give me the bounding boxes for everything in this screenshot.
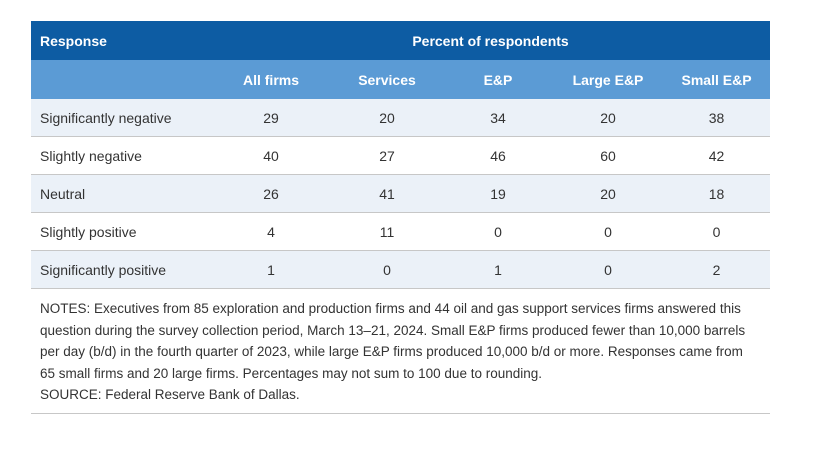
table-cell: 26 — [211, 174, 331, 213]
table-cell: 0 — [553, 212, 663, 251]
table-cell: 19 — [443, 174, 553, 213]
table-cell: 0 — [443, 212, 553, 251]
table-row: Significantly negative 29 20 34 20 38 — [31, 99, 771, 137]
table-cell: 42 — [663, 136, 771, 175]
table-cell: 60 — [553, 136, 663, 175]
table-cell: 11 — [331, 212, 443, 251]
table-cell: 20 — [553, 174, 663, 213]
column-header-all-firms: All firms — [211, 60, 331, 99]
table-cell: 20 — [331, 99, 443, 137]
column-header-services: Services — [331, 60, 443, 99]
column-header-large-ep: Large E&P — [553, 60, 663, 99]
table-cell: 1 — [211, 250, 331, 289]
table-row: Slightly negative 40 27 46 60 42 — [31, 136, 771, 175]
table-cell: 38 — [663, 99, 771, 137]
table-cell: 20 — [553, 99, 663, 137]
survey-table: Response Percent of respondents All firm… — [31, 21, 771, 289]
table-cell: 27 — [331, 136, 443, 175]
response-header: Response — [31, 21, 211, 60]
row-label: Significantly negative — [31, 99, 211, 137]
row-label: Neutral — [31, 174, 211, 213]
row-label: Significantly positive — [31, 250, 211, 289]
table-cell: 2 — [663, 250, 771, 289]
header-row-columns: All firms Services E&P Large E&P Small E… — [31, 60, 771, 99]
notes-text: NOTES: Executives from 85 exploration an… — [40, 301, 746, 381]
table-cell: 0 — [663, 212, 771, 251]
table-cell: 46 — [443, 136, 553, 175]
table-cell: 41 — [331, 174, 443, 213]
table-cell: 18 — [663, 174, 771, 213]
table-cell: 0 — [553, 250, 663, 289]
header-row-top: Response Percent of respondents — [31, 21, 771, 60]
table-cell: 40 — [211, 136, 331, 175]
row-label: Slightly positive — [31, 212, 211, 251]
table-row: Significantly positive 1 0 1 0 2 — [31, 250, 771, 289]
row-label: Slightly negative — [31, 136, 211, 175]
column-header-small-ep: Small E&P — [663, 60, 771, 99]
table-row: Slightly positive 4 11 0 0 0 — [31, 212, 771, 251]
table-cell: 29 — [211, 99, 331, 137]
column-header-ep: E&P — [443, 60, 553, 99]
percent-header: Percent of respondents — [211, 21, 771, 60]
table-cell: 4 — [211, 212, 331, 251]
source-text: SOURCE: Federal Reserve Bank of Dallas. — [40, 387, 300, 402]
table-row: Neutral 26 41 19 20 18 — [31, 174, 771, 213]
table-cell: 1 — [443, 250, 553, 289]
table-cell: 0 — [331, 250, 443, 289]
table-notes: NOTES: Executives from 85 exploration an… — [31, 289, 770, 414]
table-cell: 34 — [443, 99, 553, 137]
blank-header-cell — [31, 60, 211, 99]
survey-table-container: Response Percent of respondents All firm… — [31, 21, 771, 414]
